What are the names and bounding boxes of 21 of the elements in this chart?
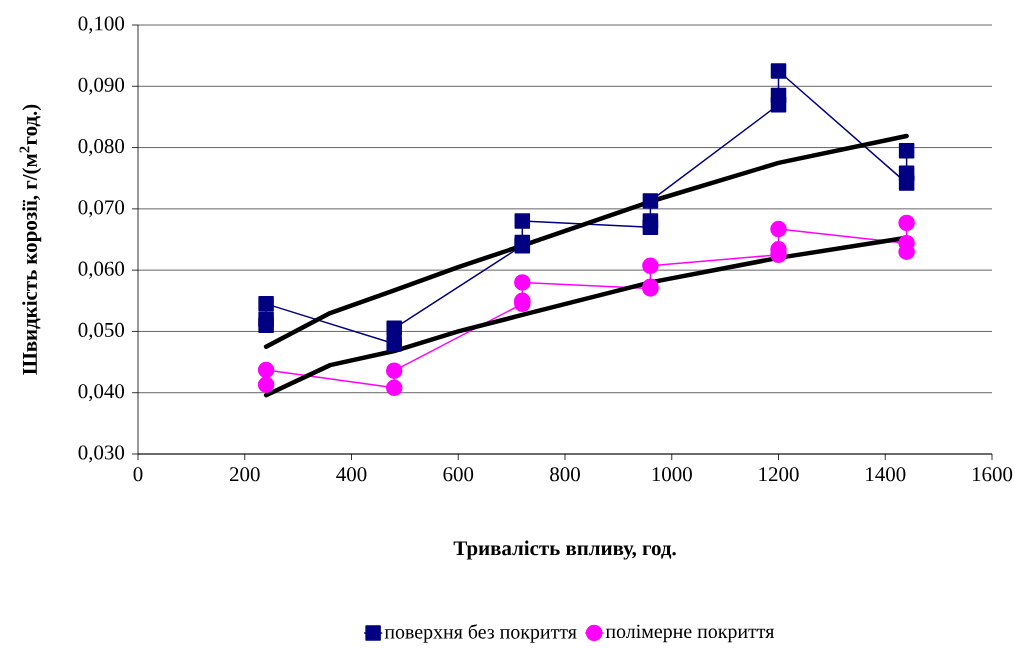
- y-tick-label: 0,060: [78, 261, 125, 279]
- y-axis-title: Швидкість корозії, г/(м$^{2}$год.): [19, 104, 42, 375]
- y-tick-label: 0,090: [78, 77, 125, 95]
- y-tick-label: 0,050: [78, 322, 125, 340]
- x-tick-label: 1400: [866, 467, 906, 482]
- y-tick-label: 0,040: [78, 384, 125, 402]
- x-tick-label: 1200: [759, 467, 799, 482]
- x-tick-label: 200: [229, 467, 260, 482]
- legend-label: поверхня без покриття: [384, 624, 577, 643]
- y-tick-label: 0,070: [78, 200, 125, 218]
- x-tick-label: 800: [550, 467, 580, 482]
- x-tick-label: 600: [443, 467, 474, 482]
- x-axis-title: Тривалість впливу, год.: [453, 540, 676, 560]
- legend-label: полімерне покриття: [605, 624, 775, 643]
- y-tick-label: 0,080: [78, 139, 125, 157]
- x-tick-label: 1000: [652, 467, 692, 482]
- x-tick-label: 400: [336, 467, 367, 482]
- y-tick-label: 0,030: [78, 445, 125, 463]
- x-tick-label: 1600: [972, 467, 1013, 482]
- y-tick-label: 0,100: [78, 16, 125, 34]
- x-tick-label: 0: [133, 467, 143, 482]
